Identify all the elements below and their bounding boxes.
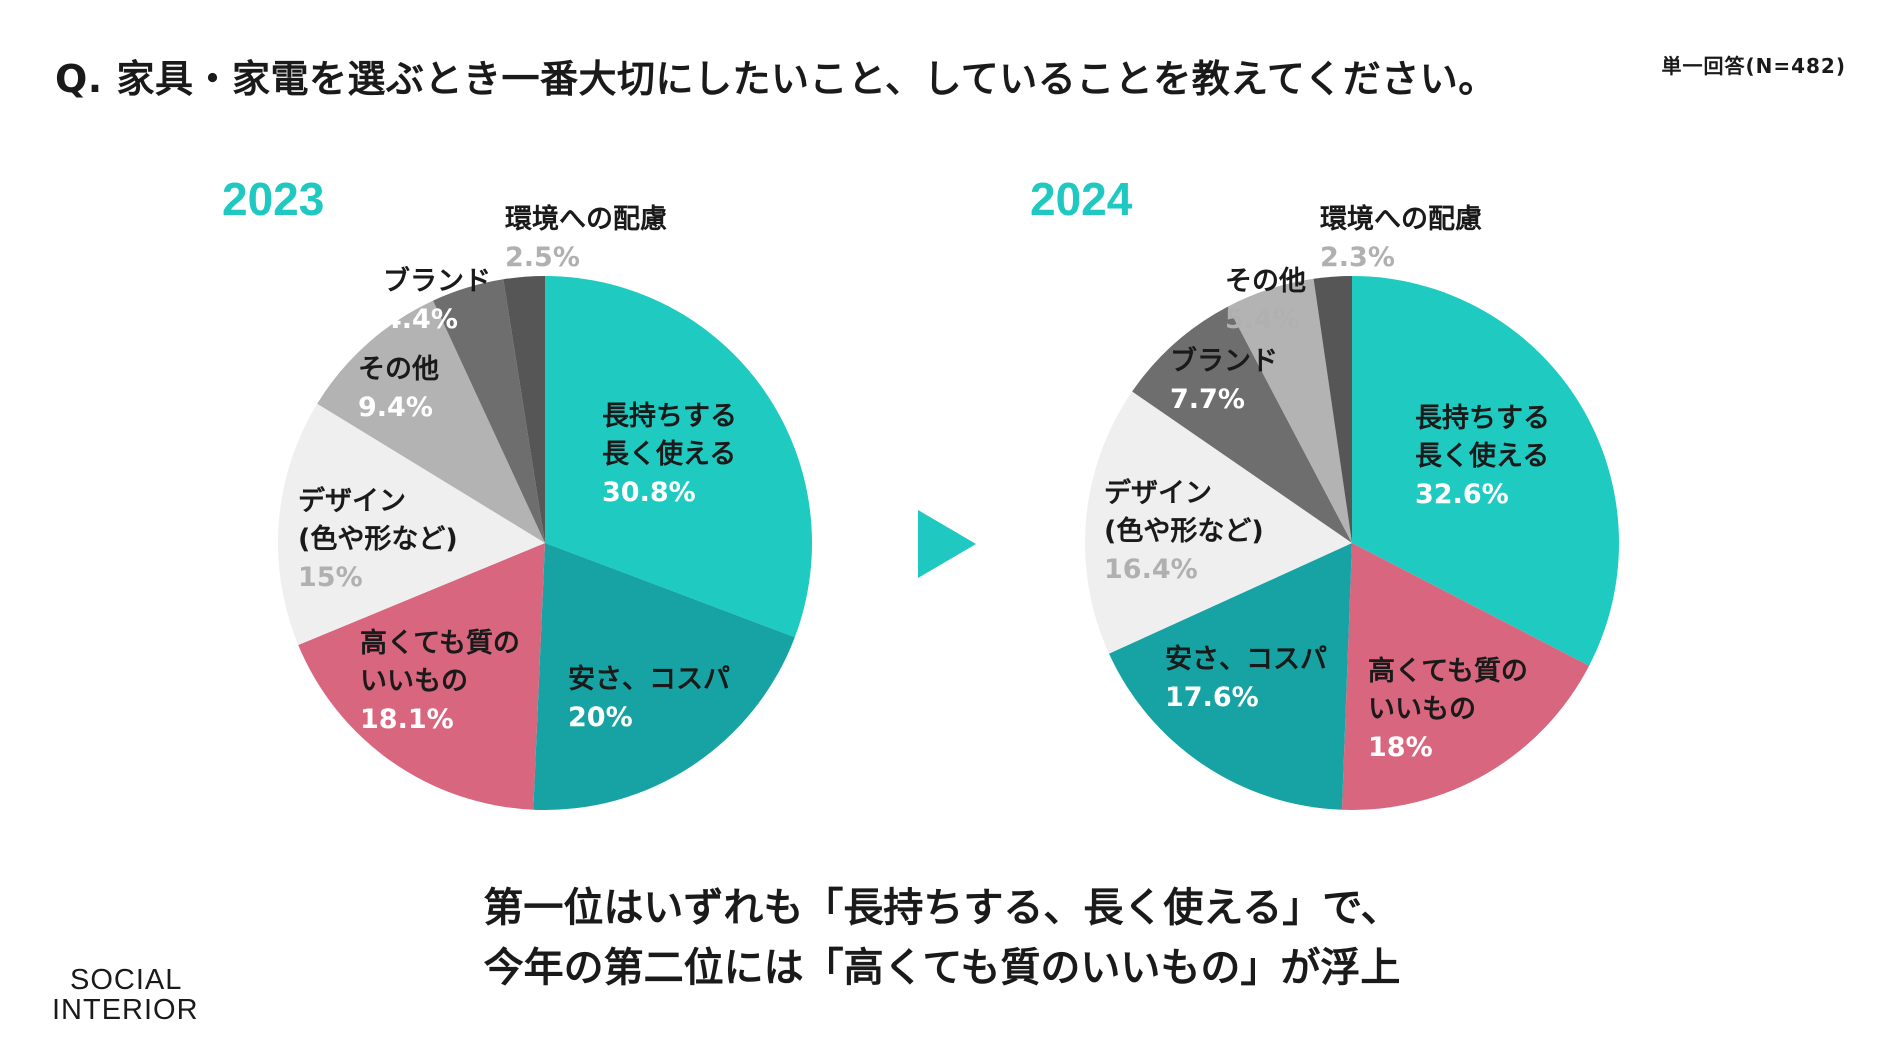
pie-slice-安さ-コスパ: [533, 543, 795, 810]
pie-slice-デザイン: [277, 403, 545, 645]
slice-label: デザイン: [1104, 477, 1212, 509]
year-2024-title: 2024: [1030, 173, 1133, 225]
slice-label: 長く使える: [602, 439, 736, 470]
slice-label-group: その他 9.4%: [358, 354, 439, 423]
pie-slice-長持ちする: [1352, 276, 1619, 666]
slice-label: 環境への配慮: [1320, 204, 1482, 235]
slice-value: 18%: [1368, 732, 1433, 763]
logo-line-1: SOCIAL: [70, 964, 183, 996]
arrow-right-icon: [918, 510, 976, 578]
slice-value: 5.4%: [1225, 304, 1300, 335]
slice-label: 環境への配慮: [505, 204, 667, 235]
slice-label: 長持ちする: [1415, 403, 1550, 434]
pie-slice-安さ-コスパ: [1109, 543, 1352, 810]
slice-value: 9.4%: [358, 392, 433, 423]
pie-slice-環境への配慮: [503, 276, 545, 543]
slice-value: 17.6%: [1165, 682, 1259, 713]
slice-label-group: デザイン (色や形など) 15%: [298, 485, 458, 593]
slice-value: 18.1%: [360, 704, 454, 735]
slice-value: 4.4%: [383, 304, 458, 335]
pie-slice-高くても質の: [298, 543, 545, 810]
conclusion-highlight: 高くても質のいいもの: [843, 935, 1240, 999]
pie-slice-ブランド: [433, 279, 545, 543]
slice-value: 15%: [298, 562, 363, 593]
slice-label: 安さ、コスパ: [1165, 644, 1327, 675]
slice-label: 長く使える: [1415, 441, 1549, 472]
conclusion-line-1: 第一位はいずれも「長持ちする、長く使える」で、: [483, 885, 1401, 931]
pie-slice-その他: [1227, 278, 1352, 543]
slice-label: ブランド: [1170, 345, 1278, 377]
slice-label-group: 安さ、コスパ 20%: [568, 664, 730, 733]
pie-slice-長持ちする: [545, 276, 812, 638]
slice-label-group: 高くても質のいいもの 18%: [1368, 655, 1528, 763]
slice-label: (色や形など): [298, 523, 458, 555]
slice-value: 2.5%: [505, 242, 580, 273]
slice-label-group: 環境への配慮 2.3%: [1320, 204, 1482, 273]
pie-slice-その他: [317, 300, 545, 543]
slice-value: 32.6%: [1415, 479, 1509, 510]
slice-label-group: その他 5.4%: [1225, 266, 1306, 335]
pie-slice-ブランド: [1132, 306, 1352, 543]
social-interior-logo: SOCIAL INTERIOR: [52, 965, 199, 1025]
slice-label-group: ブランド 4.4%: [383, 265, 491, 335]
pie-slice-高くても質の: [1341, 543, 1590, 810]
conclusion-suffix: 」が浮上: [1240, 945, 1401, 991]
slice-label: ブランド: [383, 265, 491, 297]
slice-value: 2.3%: [1320, 242, 1395, 273]
slice-value: 16.4%: [1104, 554, 1198, 585]
slice-label: 長持ちする: [602, 401, 737, 432]
slice-label: その他: [358, 354, 439, 385]
sample-note: 単一回答(N=482): [1661, 54, 1846, 78]
pie-slice-デザイン: [1085, 391, 1352, 654]
conclusion-prefix: 今年の第二位には「: [483, 945, 844, 991]
logo-line-2: INTERIOR: [52, 994, 199, 1026]
slice-label: 高くても質の: [360, 627, 520, 659]
question-title: Q. 家具・家電を選ぶとき一番大切にしたいこと、していることを教えてください。: [55, 57, 1497, 101]
slice-label: (色や形など): [1104, 515, 1264, 547]
slice-value: 7.7%: [1170, 384, 1245, 415]
slice-label-group: ブランド 7.7%: [1170, 345, 1278, 415]
slice-label-group: デザイン (色や形など) 16.4%: [1104, 477, 1264, 585]
slice-label-group: 高くても質のいいもの 18.1%: [360, 627, 520, 735]
slice-value: 30.8%: [602, 477, 696, 508]
year-2023-title: 2023: [222, 173, 325, 225]
slice-value: 20%: [568, 702, 633, 733]
conclusion-line-2: 今年の第二位には「高くても質のいいもの」が浮上: [0, 935, 1884, 999]
slice-label: その他: [1225, 266, 1306, 297]
slice-label: 安さ、コスパ: [568, 664, 730, 695]
slice-label: 高くても質の: [1368, 655, 1528, 687]
slice-label: いいもの: [360, 666, 468, 697]
slice-label: いいもの: [1368, 694, 1476, 725]
slice-label-group: 環境への配慮 2.5%: [505, 204, 667, 273]
slice-label: デザイン: [298, 485, 406, 517]
slice-label-group: 安さ、コスパ 17.6%: [1165, 644, 1327, 713]
pie-slice-環境への配慮: [1313, 276, 1352, 543]
